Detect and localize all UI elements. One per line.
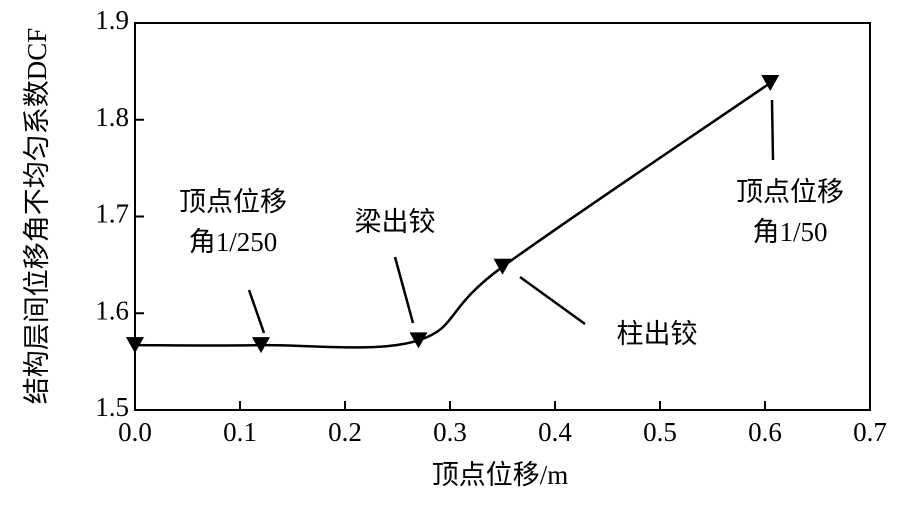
x-tick-label: 0.7 [853, 417, 887, 447]
annotation: 柱出铰 [617, 319, 698, 349]
x-tick-label: 0.5 [643, 417, 677, 447]
y-axis-label: 结构层间位移角不均匀系数DCF [22, 28, 52, 405]
annotation-arrow [247, 289, 266, 334]
y-tick-label: 1.5 [95, 392, 129, 422]
annotation: 顶点位移 [179, 187, 287, 217]
x-axis-label: 顶点位移/m [432, 460, 569, 490]
series-line [134, 81, 771, 349]
annotation: 角1/50 [752, 217, 827, 247]
y-tick-label: 1.6 [95, 295, 129, 325]
x-tick-label: 0.1 [223, 417, 257, 447]
marker [761, 74, 780, 91]
marker [493, 258, 512, 275]
x-tick-label: 0.2 [328, 417, 362, 447]
marker [409, 332, 428, 349]
x-tick-label: 0.3 [433, 417, 467, 447]
marker [252, 337, 270, 354]
annotation-arrow [770, 99, 775, 161]
annotation: 顶点位移 [736, 177, 844, 207]
annotation-arrow [393, 256, 415, 324]
marker [126, 337, 144, 354]
annotation: 梁出铰 [355, 207, 436, 237]
x-tick-label: 0.4 [538, 417, 572, 447]
annotation-arrow [519, 275, 586, 326]
y-tick-label: 1.9 [95, 5, 129, 35]
y-tick-label: 1.7 [95, 199, 129, 229]
annotation: 角1/250 [189, 227, 278, 257]
y-tick-label: 1.8 [95, 102, 129, 132]
x-tick-label: 0.0 [118, 417, 152, 447]
x-tick-label: 0.6 [748, 417, 782, 447]
